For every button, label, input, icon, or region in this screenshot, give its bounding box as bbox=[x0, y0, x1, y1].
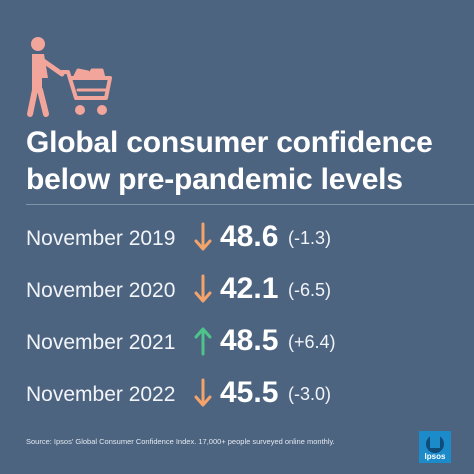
arrow-up-icon bbox=[194, 327, 212, 356]
stat-row: November 2022 45.5 (-3.0) bbox=[26, 376, 466, 416]
change-value: (-3.0) bbox=[288, 384, 332, 404]
index-value: 42.1 bbox=[220, 272, 279, 305]
change-value: (+6.4) bbox=[288, 332, 336, 352]
index-value: 48.6 bbox=[220, 220, 279, 253]
period-label: November 2021 bbox=[26, 331, 176, 354]
svg-text:Ipsos: Ipsos bbox=[425, 452, 446, 461]
divider bbox=[26, 204, 474, 205]
source-note: Source: Ipsos' Global Consumer Confidenc… bbox=[26, 437, 335, 446]
period-label: November 2019 bbox=[26, 227, 176, 250]
headline-line-2: below pre-pandemic levels bbox=[26, 163, 403, 196]
headline-line-1: Global consumer confidence bbox=[26, 126, 433, 159]
index-value: 45.5 bbox=[220, 376, 279, 409]
arrow-down-icon bbox=[194, 378, 212, 407]
shopper-with-cart-icon bbox=[27, 37, 112, 117]
index-value: 48.5 bbox=[220, 324, 279, 357]
period-label: November 2020 bbox=[26, 279, 176, 302]
arrow-down-icon bbox=[194, 222, 212, 251]
stat-row: November 2019 48.6 (-1.3) bbox=[26, 220, 466, 260]
ipsos-logo: Ipsos bbox=[419, 431, 451, 463]
change-value: (-1.3) bbox=[288, 228, 332, 248]
period-label: November 2022 bbox=[26, 383, 176, 406]
stat-row: November 2020 42.1 (-6.5) bbox=[26, 272, 466, 312]
change-value: (-6.5) bbox=[288, 280, 332, 300]
headline: Global consumer confidence below pre-pan… bbox=[26, 124, 456, 198]
arrow-down-icon bbox=[194, 274, 212, 303]
stat-row: November 2021 48.5 (+6.4) bbox=[26, 324, 466, 364]
